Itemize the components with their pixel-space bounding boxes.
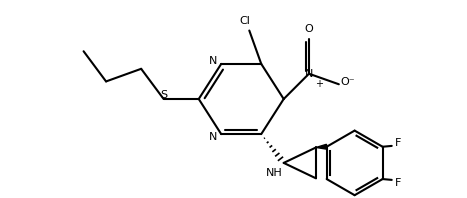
Polygon shape bbox=[316, 144, 327, 149]
Text: N: N bbox=[209, 56, 218, 66]
Text: O: O bbox=[304, 25, 313, 34]
Text: +: + bbox=[315, 79, 323, 89]
Text: O⁻: O⁻ bbox=[340, 77, 355, 87]
Text: Cl: Cl bbox=[240, 16, 250, 26]
Text: NH: NH bbox=[266, 168, 282, 178]
Text: N: N bbox=[305, 69, 313, 79]
Text: F: F bbox=[395, 178, 401, 188]
Text: N: N bbox=[209, 132, 218, 142]
Text: F: F bbox=[395, 138, 401, 148]
Text: S: S bbox=[160, 90, 167, 101]
